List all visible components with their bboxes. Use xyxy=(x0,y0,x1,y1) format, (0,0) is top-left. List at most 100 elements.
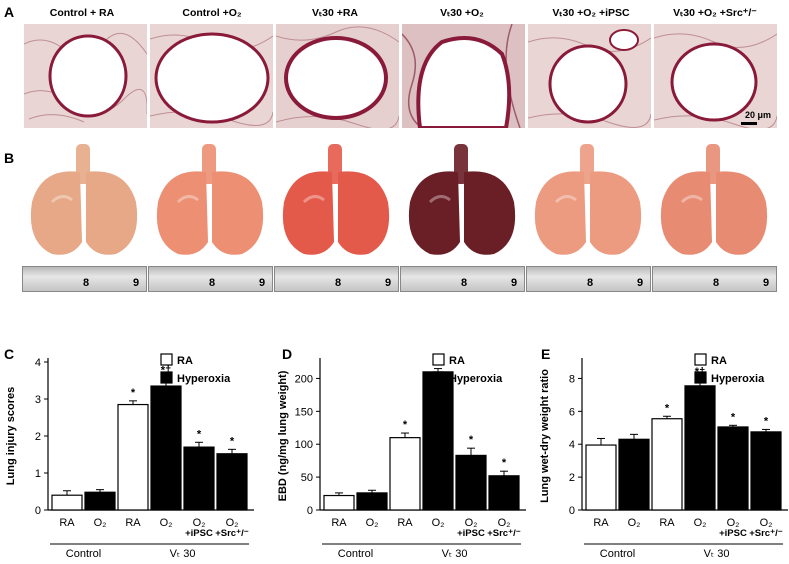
right-lung-lobe xyxy=(86,171,138,255)
column-title-control-o2: Control +O₂ xyxy=(182,7,242,19)
significance-mark: * xyxy=(502,457,507,469)
bar xyxy=(684,385,716,511)
y-tick-label: 2 xyxy=(35,431,41,443)
x-tick-label: O₂ xyxy=(465,517,478,529)
lung-highlight xyxy=(554,195,577,204)
significance-mark: * xyxy=(131,387,136,399)
y-tick-label: 2 xyxy=(569,472,575,484)
y-axis-label: Lung injury scores xyxy=(5,387,17,485)
bar xyxy=(618,438,650,511)
bar xyxy=(389,437,421,511)
x-tick-label: RA xyxy=(397,517,413,529)
legend-swatch xyxy=(694,353,707,366)
left-lung-lobe xyxy=(30,171,82,255)
y-tick-label: 0 xyxy=(569,505,575,517)
y-tick-label: 0 xyxy=(307,505,313,517)
legend-swatch xyxy=(694,371,707,384)
group-label: Control xyxy=(66,548,101,560)
micrograph-vt30-ra xyxy=(276,24,399,128)
y-tick-label: 0 xyxy=(35,505,41,517)
micrograph-vt30-o2-ipsc xyxy=(528,24,651,128)
left-lung-lobe xyxy=(408,171,460,255)
y-tick-label: 8 xyxy=(569,373,575,385)
panel-label-c: C xyxy=(4,346,15,362)
bar xyxy=(356,492,388,511)
lung-photo-vt30-o2-ipsc xyxy=(526,142,649,262)
y-tick-label: 100 xyxy=(295,439,313,451)
bar xyxy=(455,454,487,511)
panel-label-b: B xyxy=(4,150,15,166)
group-label: Vₜ 30 xyxy=(170,548,196,560)
lung-highlight xyxy=(428,195,451,204)
group-label: Control xyxy=(600,548,635,560)
y-axis-label: EBD (ng/mg lung weight) xyxy=(277,370,289,501)
scale-bar-label: 20 μm xyxy=(744,110,771,120)
group-label: Vₜ 30 xyxy=(442,548,468,560)
group-label: Control xyxy=(338,548,373,560)
bar xyxy=(750,431,782,511)
column-title-vt30-o2-ipsc: Vₜ30 +O₂ +iPSC xyxy=(552,7,630,19)
x-tick-label: O₂ xyxy=(498,517,511,529)
column-title-vt30-o2-src: Vₜ30 +O₂ +Src⁺/⁻ xyxy=(673,7,757,19)
x-tick-label: O₂ xyxy=(94,517,107,529)
right-lung-lobe xyxy=(212,171,264,255)
legend-label: Hyperoxia xyxy=(449,373,503,385)
bar xyxy=(651,418,683,511)
left-lung-lobe xyxy=(534,171,586,255)
lung-photo-control-ra xyxy=(22,142,145,262)
y-tick-label: 4 xyxy=(35,357,41,369)
chart-ebd: 0 50 100 150 200 EBD (ng/mg lung weight) RA O₂ *… xyxy=(277,353,526,560)
x-tick-label: O₂ xyxy=(694,517,707,529)
x-tick-label: O₂ xyxy=(193,517,206,529)
x-tick-label: O₂ xyxy=(432,517,445,529)
lung-photo-vt30-ra xyxy=(274,142,397,262)
y-tick-label: 3 xyxy=(35,394,41,406)
x-tick-label: RA xyxy=(59,517,75,529)
column-title-vt30-ra: Vₜ30 +RA xyxy=(312,7,358,19)
micrograph-control-o2 xyxy=(150,24,273,128)
bar xyxy=(150,385,182,511)
x-tick-label: +Src⁺/⁻ xyxy=(487,528,521,539)
bar xyxy=(51,494,83,511)
x-tick-label: O₂ xyxy=(727,517,740,529)
x-tick-label: O₂ xyxy=(628,517,641,529)
bar xyxy=(717,426,749,511)
lung-photo-control-o2 xyxy=(148,142,271,262)
x-tick-label: RA xyxy=(593,517,609,529)
lung-highlight xyxy=(680,195,703,204)
x-tick-label: RA xyxy=(659,517,675,529)
left-lung-lobe xyxy=(156,171,208,255)
significance-mark: * xyxy=(197,428,202,440)
bar xyxy=(422,371,454,511)
panel-label-a: A xyxy=(4,4,15,20)
panel-label-d: D xyxy=(282,346,293,362)
lung-photo-vt30-o2-src xyxy=(652,142,775,262)
lung-photo-vt30-o2 xyxy=(400,142,523,262)
bar xyxy=(323,494,355,511)
x-tick-label: O₂ xyxy=(226,517,239,529)
significance-mark: * xyxy=(665,402,670,414)
column-title-control-ra: Control + RA xyxy=(49,7,115,19)
legend-swatch xyxy=(160,371,173,384)
lung-highlight xyxy=(302,195,325,204)
y-tick-label: 4 xyxy=(569,439,575,451)
micrograph-vt30-o2-src: 20 μm xyxy=(654,24,777,128)
bar xyxy=(216,453,248,511)
legend-swatch xyxy=(160,353,173,366)
bar xyxy=(84,491,116,511)
x-tick-label: RA xyxy=(125,517,141,529)
significance-mark: * xyxy=(764,415,769,427)
significance-mark: * xyxy=(403,419,408,431)
x-tick-label: RA xyxy=(331,517,347,529)
micrograph-control-ra xyxy=(24,24,147,128)
legend-label: RA xyxy=(711,355,727,367)
micrograph-vt30-o2 xyxy=(402,24,525,128)
